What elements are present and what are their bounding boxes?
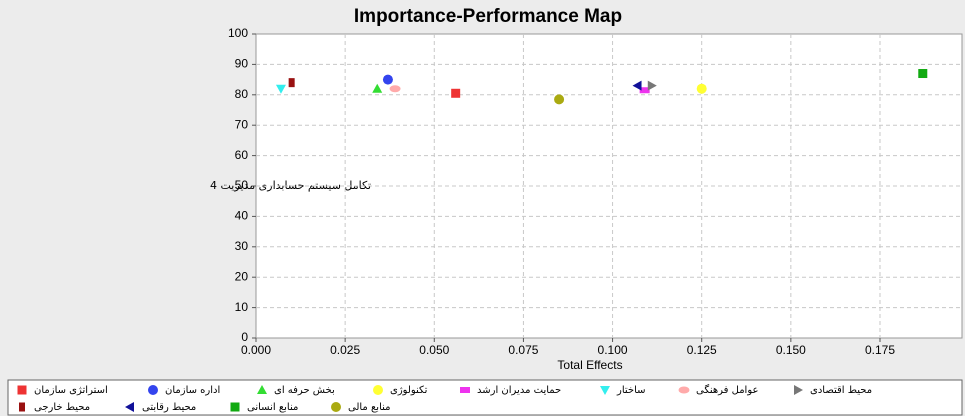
marker	[451, 88, 461, 98]
legend-marker	[373, 385, 383, 395]
y-tick-label: 40	[235, 209, 249, 223]
x-tick-label: 0.175	[865, 343, 895, 357]
marker	[639, 87, 650, 94]
legend-box	[7, 379, 963, 416]
legend-marker	[600, 386, 610, 395]
y-axis-label: تکامل سیستم حسابداری مدیریت 4	[210, 179, 371, 192]
x-tick-label: 0.075	[508, 343, 538, 357]
legend-marker	[148, 385, 158, 395]
legend-label: تکنولوژی	[390, 385, 428, 396]
marker	[288, 78, 295, 88]
marker	[372, 83, 383, 93]
x-tick-label: 0.000	[241, 343, 271, 357]
marker	[647, 80, 657, 91]
legend-marker	[17, 385, 27, 395]
y-tick-label: 0	[241, 330, 248, 344]
legend-label: منابع انسانی	[247, 402, 298, 413]
x-tick-label: 0.050	[419, 343, 449, 357]
legend-label: استراتژی سازمان	[34, 385, 108, 396]
chart-title: Importance-Performance Map	[354, 6, 622, 27]
legend-marker	[257, 385, 267, 394]
legend-marker	[331, 402, 341, 412]
legend-label: محیط رقابتی	[142, 402, 196, 413]
y-tick-label: 60	[235, 148, 249, 162]
legend-marker	[125, 402, 134, 412]
y-tick-label: 10	[235, 300, 249, 314]
x-axis-label: Total Effects	[557, 358, 622, 372]
marker	[554, 94, 565, 105]
legend-label: حمایت مدیران ارشد	[477, 385, 561, 396]
y-tick-label: 80	[235, 87, 249, 101]
legend-marker	[19, 402, 25, 412]
legend-label: اداره سازمان	[165, 385, 220, 396]
y-tick-label: 90	[235, 57, 249, 71]
legend-label: بخش حرفه ای	[274, 385, 335, 396]
marker	[696, 83, 707, 94]
y-tick-label: 30	[235, 239, 249, 253]
legend-label: منابع مالی	[348, 402, 391, 413]
y-tick-label: 50	[235, 178, 249, 192]
y-tick-label: 70	[235, 117, 249, 131]
marker	[382, 74, 393, 85]
legend-label: محیط خارجی	[34, 402, 90, 413]
y-tick-label: 100	[228, 26, 248, 40]
marker	[389, 85, 401, 93]
legend-marker	[678, 386, 690, 394]
x-tick-label: 0.100	[598, 343, 628, 357]
x-tick-label: 0.025	[330, 343, 360, 357]
marker	[632, 80, 642, 91]
legend-marker	[794, 385, 803, 395]
legend-marker	[460, 387, 470, 393]
legend-marker	[230, 402, 240, 412]
marker	[275, 84, 286, 94]
legend-label: محیط اقتصادی	[810, 385, 872, 396]
marker	[918, 69, 928, 79]
legend-label: عوامل فرهنگی	[696, 384, 758, 396]
y-tick-label: 20	[235, 269, 249, 283]
x-tick-label: 0.125	[687, 343, 717, 357]
legend-label: ساختار	[616, 385, 646, 396]
x-tick-label: 0.150	[776, 343, 806, 357]
